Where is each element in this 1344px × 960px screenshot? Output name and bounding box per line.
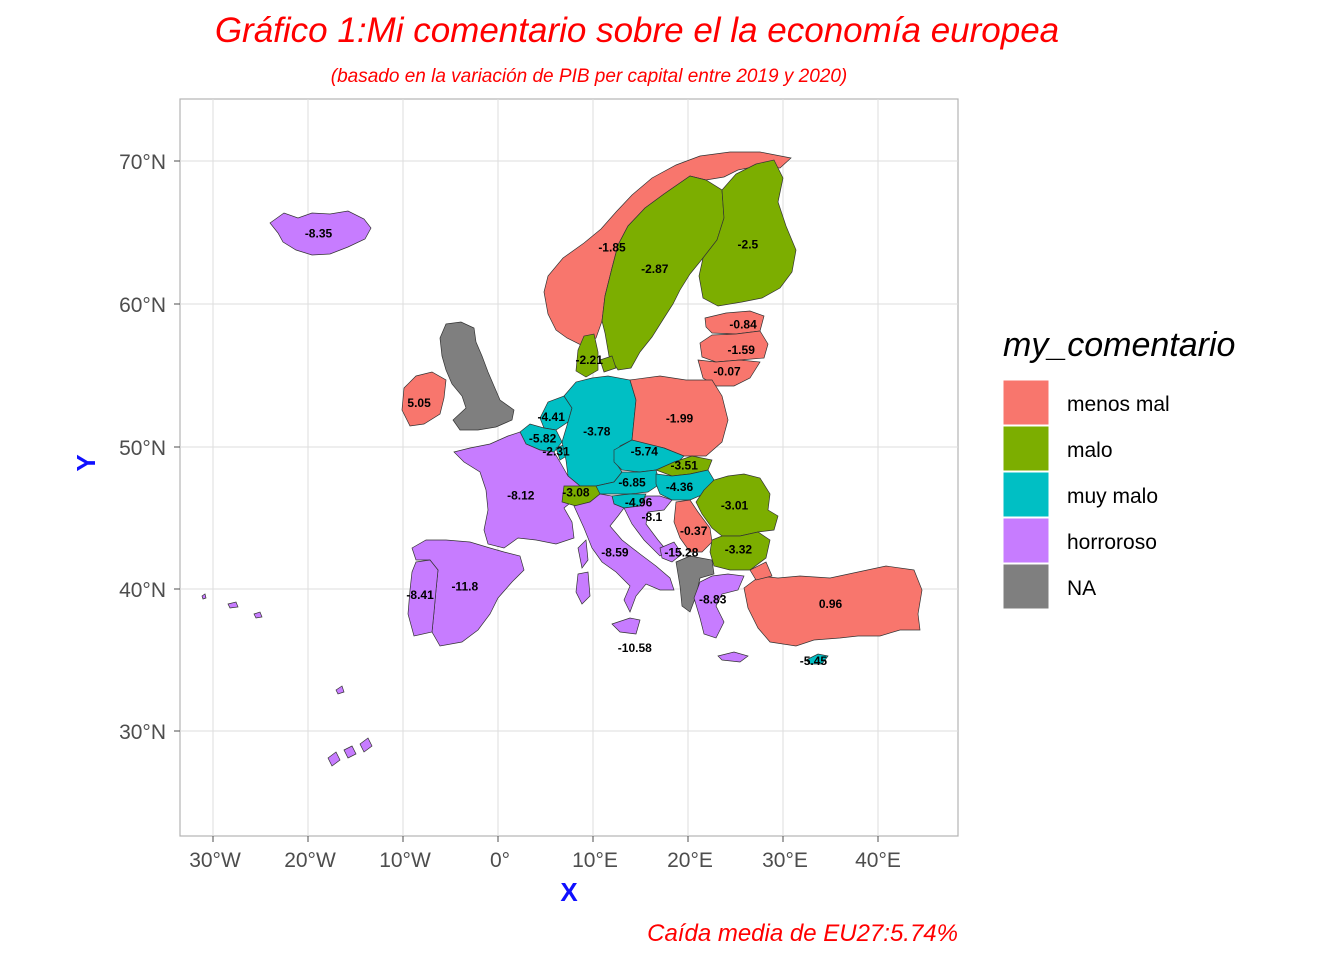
region-value-label: -4.96 <box>625 496 653 510</box>
region-value-label: -2.21 <box>576 353 604 367</box>
ticks <box>174 160 879 842</box>
x-tick-label: 20°W <box>284 849 336 872</box>
country-shape-uk <box>439 321 515 431</box>
region-value-label: -2.5 <box>738 238 759 252</box>
region-value-label: -8.12 <box>507 488 535 502</box>
x-tick-label: 30°E <box>762 849 808 872</box>
region-value-label: -5.74 <box>631 444 659 458</box>
region-value-label: -5.82 <box>529 431 557 445</box>
value-labels: -8.35 -1.85 -2.87 -2.5 -0.84 -1.59 -0.07 -2.21 5… <box>305 226 843 668</box>
region-value-label: -1.99 <box>666 412 694 426</box>
chart-caption: Caída media de EU27:5.74% <box>647 920 958 947</box>
x-axis-title: X <box>560 877 578 907</box>
country-shape-azores <box>201 593 263 619</box>
legend-key-malo <box>1002 425 1050 472</box>
country-shape-corsica <box>577 539 589 569</box>
country-shape-poland <box>629 375 729 457</box>
region-value-label: -10.58 <box>618 641 652 655</box>
country-shape-crete <box>717 651 749 663</box>
legend-label-malo: malo <box>1067 439 1113 462</box>
country-shape-romania <box>695 473 779 537</box>
region-value-label: -8.1 <box>642 510 663 524</box>
country-shape-italy <box>573 493 675 613</box>
country-shape-bulgaria <box>709 531 771 571</box>
country-shape-denmark <box>575 333 599 378</box>
legend-label-muy-malo: muy malo <box>1067 485 1158 508</box>
region-value-label: -5.45 <box>800 654 828 668</box>
country-shape-denmark-islands <box>599 355 617 373</box>
legend: my_comentario menos mal malo muy malo ho… <box>1002 326 1235 610</box>
x-tick-label: 10°E <box>572 849 618 872</box>
region-value-label: -0.07 <box>713 365 741 379</box>
region-value-label: -4.41 <box>538 410 566 424</box>
region-value-label: -15.28 <box>664 545 698 559</box>
legend-key-horroroso <box>1002 517 1050 564</box>
region-value-label: -3.32 <box>725 543 753 557</box>
country-shape-canary-islands <box>327 737 373 767</box>
region-value-label: -11.8 <box>451 580 478 594</box>
region-value-label: 5.05 <box>407 396 431 410</box>
countries <box>201 151 923 767</box>
legend-label-horroroso: horroroso <box>1067 531 1157 554</box>
y-tick-label: 70°N <box>119 151 166 174</box>
region-value-label: -0.37 <box>680 524 708 538</box>
region-value-label: -3.51 <box>671 459 699 473</box>
country-shape-latvia <box>699 330 769 363</box>
region-value-label: -8.59 <box>601 545 629 559</box>
country-shape-madeira <box>335 685 345 695</box>
region-value-label: -8.83 <box>699 593 727 607</box>
x-tick-label: 40°E <box>855 849 901 872</box>
legend-title: my_comentario <box>1003 326 1235 364</box>
x-tick-label: 10°W <box>379 849 431 872</box>
country-shape-serbia <box>673 499 713 553</box>
y-tick-label: 30°N <box>119 721 166 744</box>
x-tick-labels: 30°W 20°W 10°W 0° 10°E 20°E 30°E 40°E <box>189 849 901 872</box>
country-shape-cyprus <box>805 653 829 665</box>
region-value-label: -0.84 <box>729 317 757 331</box>
country-shape-ireland <box>401 371 447 427</box>
chart-subtitle: (basado en la variación de PIB per capit… <box>331 66 848 87</box>
region-value-label: -8.41 <box>406 588 434 602</box>
country-shape-france <box>453 431 581 549</box>
legend-key-na <box>1002 563 1050 610</box>
region-value-label: -3.78 <box>583 424 611 438</box>
y-tick-label: 60°N <box>119 294 166 317</box>
legend-key-menos-mal <box>1002 379 1050 426</box>
country-shape-montenegro <box>659 541 683 563</box>
country-shape-finland <box>698 159 797 307</box>
y-tick-labels: 70°N 60°N 50°N 40°N 30°N <box>119 151 166 744</box>
x-tick-label: 0° <box>490 849 510 872</box>
region-value-label: -6.85 <box>618 476 646 490</box>
country-shape-sardinia <box>575 571 591 605</box>
region-value-label: -8.35 <box>305 226 333 240</box>
legend-label-menos-mal: menos mal <box>1067 393 1170 416</box>
y-axis-title: Y <box>71 454 101 471</box>
country-shape-turkey-thrace <box>749 561 773 581</box>
region-value-label: 0.96 <box>819 597 843 611</box>
region-value-label: -1.85 <box>598 241 626 255</box>
region-value-label: -1.59 <box>728 343 756 357</box>
country-shape-norway <box>543 151 792 347</box>
region-value-label: -3.08 <box>562 486 590 500</box>
country-shape-sicily <box>611 617 641 635</box>
legend-label-na: NA <box>1067 577 1096 600</box>
region-value-label: -3.01 <box>721 498 749 512</box>
x-tick-label: 30°W <box>189 849 241 872</box>
country-shape-greece <box>693 573 745 639</box>
chart-title: Gráfico 1:Mi comentario sobre el la econ… <box>215 11 1059 50</box>
country-shape-portugal <box>407 559 439 637</box>
x-tick-label: 20°E <box>667 849 713 872</box>
y-tick-label: 40°N <box>119 579 166 602</box>
region-value-label: -2.87 <box>641 262 669 276</box>
country-shape-iceland <box>269 210 372 256</box>
country-shape-turkey <box>743 565 923 647</box>
legend-key-muy-malo <box>1002 471 1050 518</box>
country-shape-sweden <box>601 175 725 371</box>
region-value-label: -4.36 <box>666 480 694 494</box>
y-tick-label: 50°N <box>119 437 166 460</box>
region-value-label: -2.31 <box>542 444 570 458</box>
country-shape-croatia <box>623 495 673 557</box>
